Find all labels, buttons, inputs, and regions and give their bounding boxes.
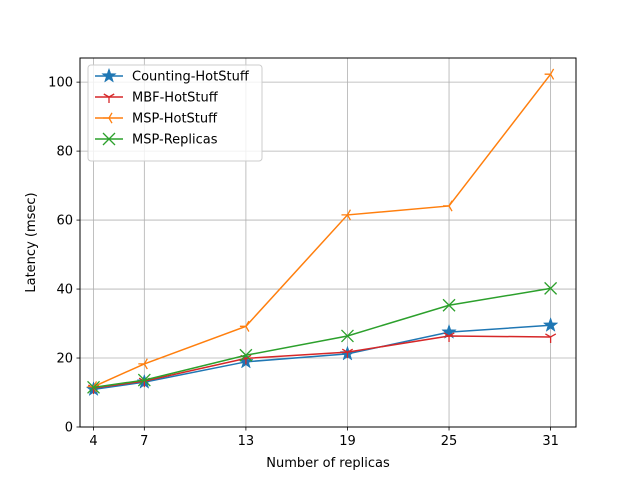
legend-swatch-marker <box>102 132 116 146</box>
legend-box <box>87 64 263 162</box>
data-point <box>239 320 250 332</box>
y-tick-label: 40 <box>56 283 73 298</box>
y-axis-label: Latency (msec) <box>24 192 39 292</box>
data-point <box>341 348 354 359</box>
series-line <box>93 335 551 389</box>
series-line <box>93 324 551 391</box>
y-tick-label: 80 <box>56 145 73 160</box>
series-2 <box>87 68 555 393</box>
data-point <box>443 200 453 212</box>
y-tick-label: 100 <box>48 76 73 91</box>
ticks: 4 7 13 19 25 31 0 20 40 60 80 100 <box>48 76 559 449</box>
legend-item: MSP-Replicas <box>95 133 218 148</box>
x-axis-label: Number of replicas <box>266 456 390 471</box>
x-tick-label: 4 <box>89 434 97 449</box>
x-tick-label: 25 <box>441 434 458 449</box>
data-point <box>544 68 555 80</box>
series-line <box>93 287 551 389</box>
series-3 <box>87 281 558 394</box>
legend-swatch-marker <box>103 93 115 103</box>
data-point <box>137 373 151 387</box>
legend-label: Counting-HotStuff <box>132 70 250 85</box>
y-tick-label: 20 <box>56 352 73 367</box>
data-point <box>544 281 558 295</box>
data-point <box>542 317 559 332</box>
legend-swatch-marker <box>101 67 117 83</box>
legend-item: MSP-HotStuff <box>95 112 218 127</box>
data-point <box>441 323 457 339</box>
y-tick-label: 0 <box>65 421 73 436</box>
data-point <box>442 298 456 312</box>
legend-swatch-marker <box>103 112 113 124</box>
x-tick-label: 31 <box>542 434 559 449</box>
legend-label: MSP-HotStuff <box>132 112 218 127</box>
legend-label: MBF-HotStuff <box>132 91 219 106</box>
data-point <box>443 332 455 342</box>
plot-frame <box>79 57 577 428</box>
series-layer <box>85 68 559 397</box>
series-line <box>93 73 552 388</box>
data-point <box>138 358 148 370</box>
data-point <box>341 209 352 221</box>
data-point <box>239 348 253 362</box>
x-tick-label: 19 <box>339 434 356 449</box>
legend: Counting-HotStuff MBF-HotStuff MSP-HotStuf… <box>87 64 263 162</box>
data-point <box>341 329 354 343</box>
x-tick-label: 13 <box>238 434 255 449</box>
x-tick-label: 7 <box>140 434 148 449</box>
data-point <box>87 380 101 394</box>
legend-item: MBF-HotStuff <box>95 91 219 106</box>
legend-item: Counting-HotStuff <box>95 67 250 85</box>
y-tick-label: 60 <box>56 214 73 229</box>
legend-label: MSP-Replicas <box>132 133 218 148</box>
data-point <box>545 333 557 343</box>
